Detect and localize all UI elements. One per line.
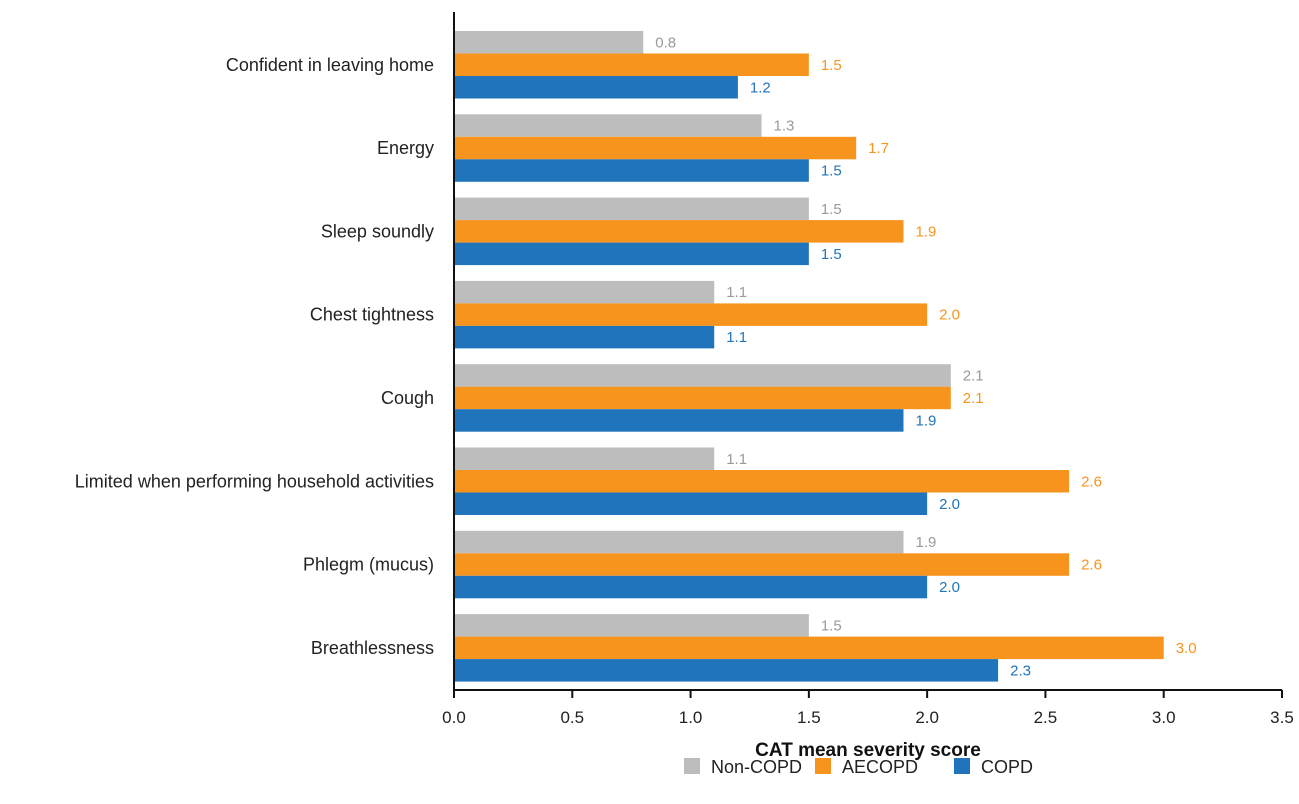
- category-label: Energy: [377, 138, 434, 158]
- value-label-non-copd: 1.9: [915, 534, 936, 551]
- bar-aecopd: [455, 53, 809, 76]
- bar-copd: [455, 242, 809, 266]
- category-label: Limited when performing household activi…: [75, 471, 434, 491]
- value-label-copd: 1.5: [821, 163, 842, 180]
- legend-swatch-non-copd: [684, 758, 700, 774]
- category-label: Confident in leaving home: [226, 55, 434, 75]
- bar-non-copd: [455, 364, 951, 387]
- bar-copd: [455, 659, 999, 682]
- bar-aecopd: [455, 220, 904, 243]
- bar-aecopd: [455, 470, 1070, 493]
- bar-aecopd: [455, 553, 1070, 576]
- value-labels-group: 0.8 1.5 1.2 1.3 1.7 1.5 1.5 1.9 1.5 1.1 2.0 1.1 2.1 2…: [655, 34, 1196, 679]
- value-label-copd: 2.0: [939, 579, 960, 596]
- bar-copd: [455, 492, 928, 515]
- value-label-aecopd: 1.5: [821, 57, 842, 74]
- value-label-non-copd: 1.3: [774, 118, 795, 135]
- bar-copd: [455, 159, 809, 182]
- category-labels-group: Confident in leaving home Energy Sleep sou…: [75, 55, 434, 658]
- x-tick-label: 2.0: [915, 708, 939, 727]
- category-label: Sleep soundly: [321, 221, 434, 241]
- bar-copd: [455, 575, 928, 599]
- value-label-copd: 2.0: [939, 496, 960, 513]
- legend-swatch-copd: [954, 758, 970, 774]
- bar-copd: [455, 325, 715, 349]
- category-label: Chest tightness: [310, 305, 434, 325]
- category-label: Breathlessness: [311, 638, 434, 658]
- value-label-aecopd: 3.0: [1176, 640, 1197, 657]
- legend-label-copd: COPD: [981, 757, 1033, 777]
- x-tick-label: 1.0: [679, 708, 703, 727]
- value-label-copd: 1.5: [821, 246, 842, 263]
- category-label: Phlegm (mucus): [303, 555, 434, 575]
- value-label-aecopd: 2.6: [1081, 473, 1102, 490]
- legend-swatch-aecopd: [815, 758, 831, 774]
- value-label-copd: 1.2: [750, 79, 771, 96]
- bar-aecopd: [455, 386, 951, 410]
- bar-copd: [455, 409, 904, 432]
- value-label-copd: 2.3: [1010, 662, 1031, 679]
- bar-copd: [455, 76, 738, 99]
- legend-label-non-copd: Non-COPD: [711, 757, 802, 777]
- x-tick-label: 0.5: [560, 708, 584, 727]
- bar-aecopd: [455, 636, 1164, 660]
- bar-non-copd: [455, 530, 904, 554]
- value-label-non-copd: 1.1: [726, 451, 747, 468]
- value-label-aecopd: 2.0: [939, 307, 960, 324]
- axes-group: [453, 12, 1282, 691]
- x-ticks-group: 0.0 0.5 1.0 1.5 2.0 2.5 3.0 3.5: [442, 690, 1294, 727]
- bar-non-copd: [455, 614, 809, 637]
- x-tick-label: 3.0: [1152, 708, 1176, 727]
- value-label-non-copd: 1.1: [726, 284, 747, 301]
- x-tick-label: 0.0: [442, 708, 466, 727]
- bar-aecopd: [455, 303, 928, 326]
- x-tick-label: 2.5: [1034, 708, 1058, 727]
- category-label: Cough: [381, 388, 434, 408]
- value-label-aecopd: 2.1: [963, 390, 984, 407]
- bar-non-copd: [455, 280, 715, 304]
- bar-non-copd: [455, 447, 715, 470]
- value-label-copd: 1.1: [726, 329, 747, 346]
- value-label-aecopd: 2.6: [1081, 557, 1102, 574]
- bar-non-copd: [455, 31, 644, 54]
- bar-aecopd: [455, 136, 857, 160]
- x-axis-title: CAT mean severity score: [755, 740, 981, 761]
- value-label-copd: 1.9: [915, 412, 936, 429]
- value-label-non-copd: 2.1: [963, 367, 984, 384]
- x-tick-label: 1.5: [797, 708, 821, 727]
- value-label-aecopd: 1.7: [868, 140, 889, 157]
- bar-non-copd: [455, 114, 762, 137]
- bars-group: [455, 31, 1164, 682]
- legend: Non-COPD AECOPD COPD: [684, 757, 1033, 777]
- legend-label-aecopd: AECOPD: [842, 757, 918, 777]
- bar-non-copd: [455, 197, 809, 221]
- x-tick-label: 3.5: [1270, 708, 1294, 727]
- value-label-non-copd: 1.5: [821, 201, 842, 218]
- value-label-aecopd: 1.9: [915, 223, 936, 240]
- value-label-non-copd: 0.8: [655, 34, 676, 51]
- value-label-non-copd: 1.5: [821, 617, 842, 634]
